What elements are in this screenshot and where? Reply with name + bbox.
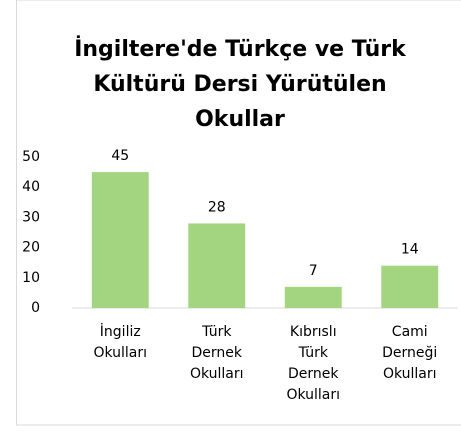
- chart-border: [16, 0, 461, 426]
- bar: [284, 286, 342, 308]
- data-label: 45: [111, 148, 129, 164]
- data-label: 7: [309, 263, 318, 279]
- bar: [188, 223, 246, 308]
- chart-title: Okullar: [195, 107, 285, 132]
- chart-title: Kültürü Dersi Yürütülen: [93, 72, 386, 97]
- bar: [381, 265, 439, 308]
- x-tick-label: Okulları: [383, 366, 437, 382]
- y-tick-label: 50: [22, 149, 40, 165]
- x-tick-label: Türk: [201, 324, 232, 340]
- y-tick-label: 40: [22, 179, 40, 195]
- y-tick-label: 0: [31, 300, 40, 316]
- x-tick-label: Dernek: [192, 345, 243, 361]
- x-tick-label: Cami: [392, 324, 428, 340]
- x-tick-label: İngiliz: [100, 322, 141, 340]
- chart-title: İngiltere'de Türkçe ve Türk: [74, 36, 407, 62]
- x-tick-label: Derneği: [382, 345, 437, 361]
- x-tick-label: Dernek: [288, 366, 339, 382]
- x-tick-label: Okulları: [286, 387, 340, 403]
- y-tick-label: 10: [22, 270, 40, 286]
- x-tick-label: Türk: [298, 345, 329, 361]
- data-label: 14: [401, 242, 419, 258]
- y-tick-label: 20: [22, 240, 40, 256]
- x-tick-label: Okulları: [93, 345, 147, 361]
- data-label: 28: [208, 199, 226, 215]
- x-tick-label: Okulları: [190, 366, 244, 382]
- x-tick-label: Kıbrıslı: [290, 324, 337, 340]
- bar: [91, 172, 149, 308]
- y-tick-label: 30: [22, 209, 40, 225]
